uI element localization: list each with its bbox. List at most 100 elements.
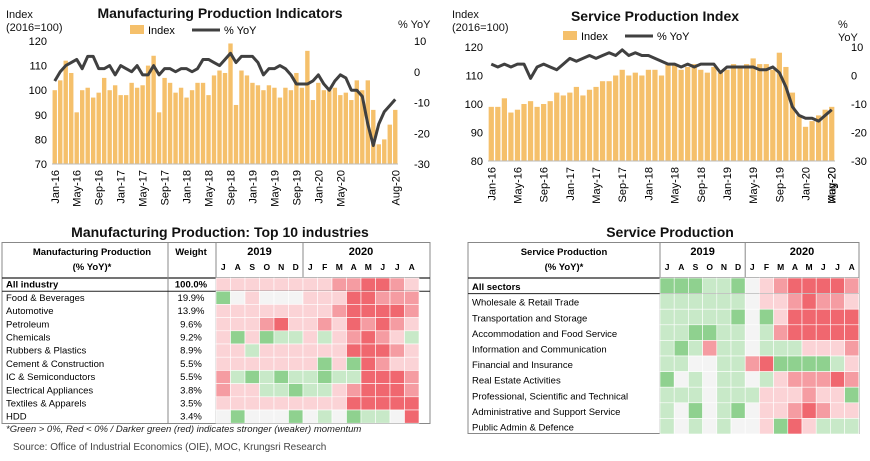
legend-index-swatch	[563, 31, 577, 40]
heatmap-cell	[673, 418, 689, 434]
heatmap-cell	[716, 371, 732, 388]
right-tick-label: 10	[414, 36, 426, 48]
heatmap-cell	[744, 324, 760, 341]
index-bar	[195, 82, 200, 164]
heatmap-cell	[830, 371, 845, 388]
x-tick-label: Jan-16	[486, 167, 498, 201]
index-bar	[671, 64, 678, 161]
row-label: Accommodation and Food Service	[472, 329, 617, 340]
right-tick-label: -20	[851, 128, 867, 140]
heatmap-cell	[773, 277, 789, 294]
heatmap-cell	[331, 409, 347, 424]
x-tick-label: Jan-17	[116, 170, 128, 204]
heatmap-cell	[759, 340, 774, 357]
heatmap-cell	[759, 402, 774, 419]
right-tick-label: -20	[414, 128, 430, 140]
heatmap-cell	[787, 308, 803, 326]
heatmap-cell	[215, 330, 231, 345]
legend-index-label: Index	[148, 25, 175, 37]
heatmap-cell	[215, 383, 231, 398]
month-label: J	[395, 262, 400, 272]
heatmap-cell	[673, 277, 689, 294]
heatmap-cell	[375, 304, 391, 318]
heatmap-cell	[331, 396, 347, 411]
legend-yoy-label: % YoY	[224, 25, 257, 37]
year-2020: 2020	[349, 246, 373, 258]
heatmap-cell	[787, 340, 803, 357]
heatmap-cell	[288, 356, 304, 371]
index-bar	[217, 70, 222, 164]
heatmap-cell	[773, 402, 789, 419]
heatmap-cell	[759, 277, 774, 294]
month-label: A	[792, 262, 798, 272]
month-label: S	[249, 262, 255, 272]
index-bar	[250, 82, 255, 164]
index-bar	[69, 72, 74, 164]
legend-index-swatch	[130, 25, 144, 34]
heatmap-cell	[702, 418, 718, 434]
index-bar	[200, 82, 206, 164]
row-weight: 100.0%	[175, 280, 208, 291]
heatmap-cell	[830, 386, 845, 404]
index-bar	[156, 112, 162, 164]
index-bar	[387, 124, 392, 164]
index-bar	[626, 75, 632, 161]
index-bar	[645, 69, 652, 161]
heatmap-cell	[773, 324, 789, 341]
heatmap-cell	[688, 277, 703, 294]
heatmap-cell	[273, 304, 289, 318]
month-label: M	[365, 262, 372, 272]
heatmap-cell	[801, 355, 817, 372]
heatmap-cell	[360, 396, 376, 411]
svc-chart-title: Service Production Index	[570, 8, 740, 24]
yoy-line	[490, 48, 833, 123]
month-label: S	[693, 262, 699, 272]
row-label: Information and Communication	[472, 345, 607, 356]
heatmap-cell	[759, 371, 774, 388]
heatmap-cell	[389, 277, 405, 292]
heatmap-cell	[844, 308, 860, 326]
heatmap-cell	[375, 383, 391, 398]
year-2019: 2019	[690, 246, 714, 258]
heatmap-cell	[659, 293, 675, 310]
mfg-left-axis-unit: Index (2016=100)	[6, 9, 63, 34]
index-bar	[349, 100, 354, 164]
heatmap-cell	[815, 371, 831, 388]
index-bar	[789, 92, 796, 161]
row-label: Cement & Construction	[6, 359, 104, 370]
x-tick-label: Sep-16	[539, 167, 551, 202]
x-tick-label: Sep-18	[696, 167, 708, 202]
heatmap-cell	[346, 383, 362, 398]
index-bar	[112, 85, 118, 164]
index-bar	[750, 58, 756, 161]
row-label: Administrative and Support Service	[472, 407, 620, 418]
heatmap-cell	[759, 386, 774, 404]
x-tick-label: Sep-17	[160, 170, 172, 205]
index-bar	[244, 75, 250, 164]
heatmap-cell	[317, 370, 333, 384]
heatmap-cell	[288, 277, 304, 292]
heatmap-cell	[830, 418, 845, 434]
right-tick-label: -30	[414, 159, 430, 171]
index-bar	[822, 109, 828, 161]
heatmap-cell	[259, 356, 275, 371]
heatmap-cell	[688, 340, 703, 357]
x-tick-label: Sep-17	[617, 167, 629, 202]
heatmap-cell	[389, 356, 405, 371]
heatmap-cell	[288, 317, 304, 332]
heatmap-cell	[360, 290, 376, 305]
heatmap-cell	[787, 371, 803, 388]
month-label: M	[777, 262, 784, 272]
index-bar	[829, 106, 835, 161]
heatmap-cell	[244, 304, 260, 318]
index-bar	[211, 75, 217, 164]
heatmap-cell	[331, 330, 347, 345]
heatmap-cell	[730, 386, 746, 404]
x-tick-label: May-16	[512, 167, 524, 204]
heatmap-cell	[244, 343, 260, 358]
heatmap-cell	[830, 402, 845, 419]
index-bar	[770, 69, 776, 161]
heatmap-cell	[288, 409, 304, 424]
index-bar	[338, 95, 343, 164]
